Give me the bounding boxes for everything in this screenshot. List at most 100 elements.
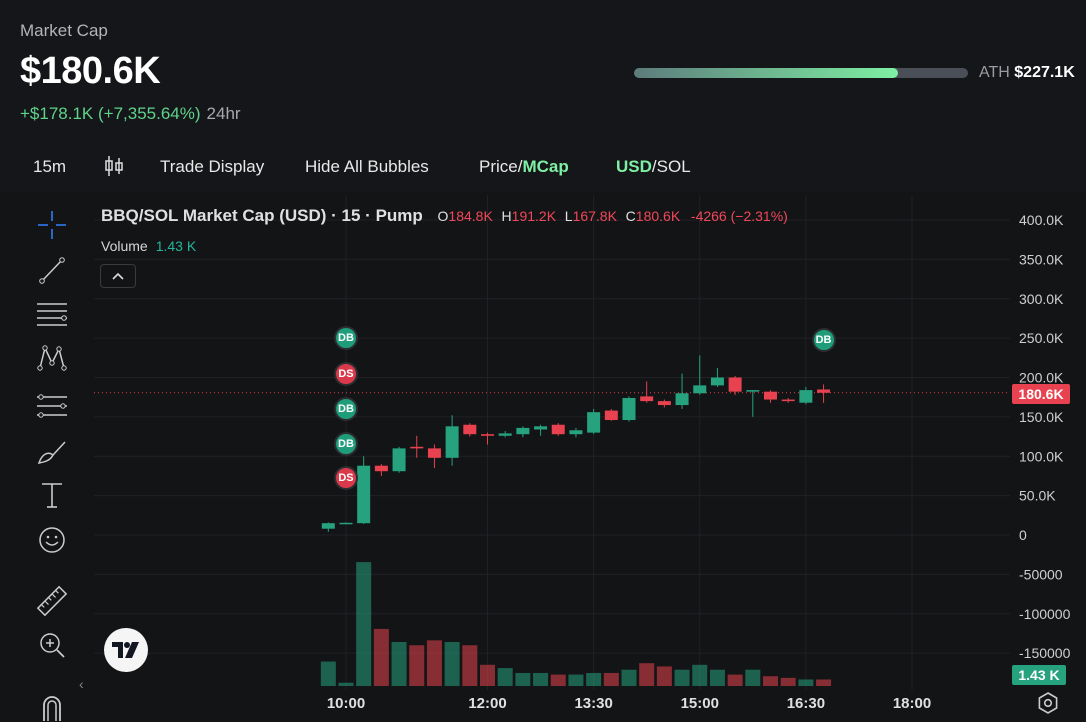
candle-body [587, 412, 601, 433]
volume-bar [568, 674, 584, 686]
magnet-icon[interactable] [34, 690, 70, 722]
volume-bar [763, 676, 778, 686]
y-axis-tick-label: 350.0K [1019, 251, 1064, 267]
ath-value: $227.1K [1014, 64, 1075, 81]
volume-bar [621, 669, 637, 686]
market-cap-value: $180.6K [20, 50, 161, 92]
y-axis-tick-label: -150000 [1019, 645, 1071, 661]
y-axis-tick-label: 100.0K [1019, 448, 1064, 464]
collapse-toolbar-icon[interactable]: ‹ [79, 676, 84, 692]
volume-bar [639, 663, 655, 686]
candle-body [516, 427, 530, 435]
ath-progress-fill [634, 68, 898, 78]
trade-display-button[interactable]: Trade Display [160, 157, 265, 176]
volume-bar [480, 664, 495, 686]
volume-bar [338, 682, 354, 686]
trend-line-icon[interactable] [34, 252, 70, 288]
ath-readout: ATH $227.1K [979, 64, 1075, 82]
candle-body [498, 433, 512, 436]
dev-sell-bubble[interactable]: DS [334, 361, 358, 386]
symbol-title[interactable]: BBQ/SOL Market Cap (USD) · 15 · Pump [101, 206, 423, 225]
volume-legend: Volume 1.43 K [101, 238, 196, 254]
candle-body [604, 410, 618, 421]
prediction-icon[interactable] [34, 388, 70, 424]
candle-body [781, 399, 795, 402]
ruler-icon[interactable] [34, 583, 70, 619]
last-price-tag: 180.6K [1012, 384, 1070, 404]
x-axis-tick-label: 10:00 [327, 695, 365, 712]
candle-body [463, 424, 477, 435]
candle-body [410, 446, 424, 449]
emoji-icon[interactable] [34, 522, 70, 558]
ohlc-close-label: C [625, 208, 636, 224]
chevron-up-icon [112, 272, 124, 280]
candle-body [534, 426, 548, 430]
candle-body [675, 393, 689, 406]
sol-option: /SOL [651, 157, 691, 176]
tradingview-logo[interactable] [104, 628, 148, 672]
volume-bar [674, 669, 690, 686]
candle-body [799, 390, 813, 403]
volume-bar [497, 668, 513, 686]
volume-bar [356, 562, 372, 686]
volume-bar [444, 641, 460, 686]
y-axis-tick-label: 250.0K [1019, 330, 1064, 346]
price-option: Price/ [479, 157, 523, 176]
volume-bar [426, 640, 442, 686]
ohlc-open-label: O [437, 208, 449, 224]
candle-body [569, 430, 583, 435]
ohlc-low-label: L [564, 208, 573, 224]
x-axis-tick-label: 18:00 [893, 695, 931, 712]
dev-buy-bubble[interactable]: DB [334, 432, 358, 457]
settings-icon[interactable] [1037, 692, 1059, 714]
candle-body [357, 465, 371, 524]
volume-bar [550, 674, 566, 686]
mcap-option: MCap [522, 157, 569, 176]
usd-option: USD [616, 157, 652, 176]
ohlc-high-label: H [501, 208, 512, 224]
candles-icon[interactable] [104, 155, 124, 182]
ohlc-open-value: 184.8K [448, 208, 493, 224]
volume-bar [816, 679, 832, 686]
fib-lines-icon[interactable] [34, 296, 70, 332]
x-axis-tick-label: 16:30 [787, 695, 825, 712]
candle-body [445, 426, 459, 458]
x-axis-tick-label: 13:30 [574, 695, 612, 712]
dev-buy-bubble[interactable]: DB [811, 328, 836, 353]
ohlc-close-value: 180.6K [635, 208, 681, 224]
legend-collapse-button[interactable] [100, 264, 136, 288]
volume-bar [656, 666, 672, 686]
usd-sol-toggle[interactable]: USD/SOL [616, 157, 691, 177]
text-icon[interactable] [34, 477, 70, 513]
volume-label: Volume [101, 238, 148, 254]
ohlc-high-value: 191.2K [511, 208, 557, 224]
candle-body [640, 396, 654, 402]
pattern-icon[interactable] [34, 340, 70, 376]
dev-sell-bubble[interactable]: DS [334, 466, 358, 491]
volume-bar [780, 677, 796, 686]
market-cap-change: +$178.1K (+7,355.64%) 24hr [20, 104, 241, 124]
candle-body [622, 397, 636, 421]
candle-body [746, 390, 760, 392]
chart-panel[interactable] [0, 192, 1086, 722]
volume-bar [462, 645, 478, 686]
price-mcap-toggle[interactable]: Price/MCap [479, 157, 569, 177]
volume-bar [603, 672, 619, 686]
y-axis-tick-label: 300.0K [1019, 291, 1064, 307]
last-volume-tag: 1.43 K [1012, 665, 1066, 685]
crosshair-icon[interactable] [34, 207, 70, 243]
dev-buy-bubble[interactable]: DB [334, 397, 358, 421]
brush-icon[interactable] [34, 433, 70, 469]
ath-progress-bar [634, 68, 968, 78]
y-axis-tick-label: 50.0K [1019, 488, 1056, 504]
x-axis-tick-label: 12:00 [468, 695, 506, 712]
y-axis-tick-label: 0 [1019, 527, 1027, 543]
zoom-in-icon[interactable] [34, 627, 70, 663]
interval-button[interactable]: 15m [33, 157, 67, 176]
dev-buy-bubble[interactable]: DB [334, 326, 358, 351]
volume-bar [391, 641, 407, 686]
volume-bar [745, 669, 761, 686]
volume-bar [373, 628, 389, 686]
hide-bubbles-button[interactable]: Hide All Bubbles [305, 157, 429, 176]
